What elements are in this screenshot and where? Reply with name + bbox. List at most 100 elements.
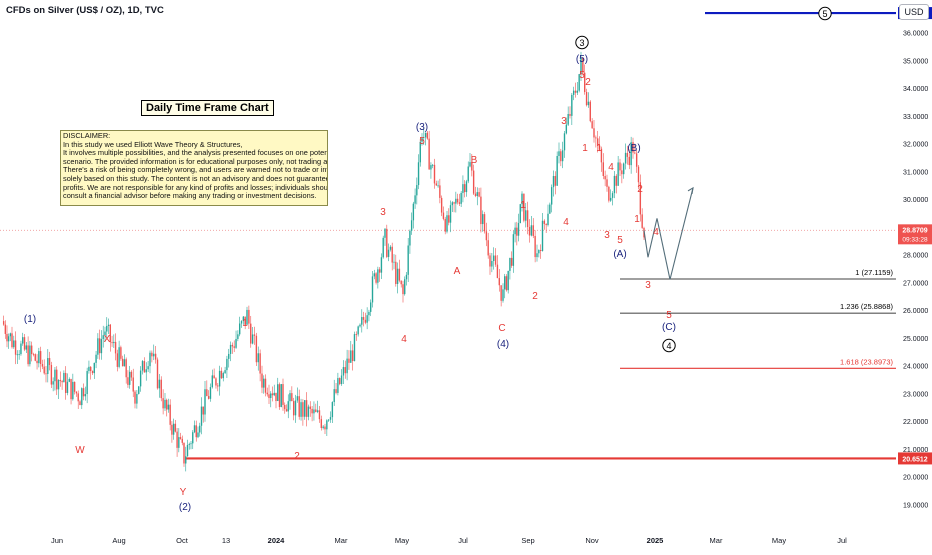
candle — [424, 132, 427, 146]
candle — [362, 311, 365, 327]
candle — [88, 360, 90, 374]
candle — [311, 406, 313, 422]
candle — [84, 386, 87, 401]
y-tick-label: 24.0000 — [903, 364, 928, 371]
candle — [545, 223, 547, 234]
candle — [141, 360, 144, 375]
wave-label: (2) — [179, 502, 191, 513]
candle — [507, 270, 509, 294]
candle — [204, 380, 206, 422]
candle — [275, 392, 277, 409]
candle — [419, 139, 421, 167]
candle — [600, 146, 603, 172]
candle — [202, 406, 204, 423]
candle — [32, 352, 35, 357]
candle — [635, 149, 638, 173]
candle — [554, 171, 557, 195]
candle — [444, 216, 446, 235]
candle — [611, 191, 614, 206]
candle — [451, 201, 454, 213]
candle — [29, 340, 31, 367]
wave-label: (1) — [24, 314, 36, 325]
candle — [162, 389, 164, 415]
wave-label-circled: 5 — [818, 6, 832, 21]
x-tick-label: Jun — [51, 536, 63, 545]
candle — [370, 299, 372, 317]
candle — [36, 354, 38, 370]
candle — [482, 210, 484, 232]
candle — [560, 148, 562, 167]
candle — [329, 411, 332, 423]
candle — [39, 346, 42, 373]
candle — [164, 393, 166, 412]
wave-label: (4) — [497, 339, 509, 350]
candle — [209, 383, 212, 402]
chart-title: CFDs on Silver (US$ / OZ), 1D, TVC — [6, 5, 164, 16]
candle — [118, 340, 120, 369]
candle — [351, 344, 354, 371]
candle — [244, 316, 246, 330]
candle — [154, 345, 157, 364]
x-tick-label: Jul — [837, 536, 847, 545]
candle — [615, 174, 617, 194]
candle — [391, 242, 393, 271]
candle — [331, 401, 334, 423]
candle — [145, 362, 147, 381]
candle — [355, 331, 358, 341]
x-tick-label: Oct — [176, 536, 189, 545]
candle — [368, 309, 370, 322]
candle — [130, 370, 133, 381]
candle — [348, 350, 350, 370]
candle — [634, 143, 636, 155]
candle — [81, 387, 83, 410]
candle — [402, 280, 404, 303]
candle — [494, 248, 497, 267]
candle — [97, 333, 99, 359]
wave-label: 1 — [596, 143, 602, 154]
candle — [153, 344, 155, 361]
wave-label: 2 — [532, 291, 538, 302]
candle — [421, 133, 423, 146]
wave-label-text: 4 — [666, 341, 671, 351]
candle — [326, 419, 328, 436]
level-label: 1.618 (23.8973) — [840, 357, 893, 366]
candle — [439, 178, 441, 204]
candle — [610, 189, 612, 202]
candle — [386, 224, 388, 259]
candle — [23, 333, 26, 352]
candle — [217, 382, 219, 392]
x-tick-label: 13 — [222, 536, 230, 545]
candle — [384, 228, 386, 246]
wave-labels-layer: (1)XWY(2)1234(3)5ABC(4)12345123(5)(B)(A)… — [24, 6, 832, 513]
candle — [623, 162, 625, 179]
candle — [453, 201, 455, 213]
candle — [346, 349, 348, 381]
candle — [255, 332, 258, 366]
candle — [624, 143, 627, 170]
candle — [471, 154, 473, 177]
candle — [248, 305, 250, 329]
candle — [125, 357, 127, 384]
candle — [585, 88, 588, 107]
currency-selector[interactable]: USD — [899, 4, 929, 20]
candle — [188, 442, 190, 450]
candle — [215, 377, 217, 389]
candle — [73, 381, 76, 395]
wave-label: 4 — [653, 227, 659, 238]
candle — [20, 340, 22, 356]
candle — [237, 330, 239, 342]
candle — [43, 359, 45, 375]
candle — [335, 382, 337, 395]
candle — [432, 163, 434, 169]
candle — [199, 422, 201, 437]
candle — [284, 402, 286, 414]
candle — [27, 336, 29, 367]
candle — [584, 64, 586, 95]
candle — [4, 320, 7, 339]
candle — [626, 145, 629, 165]
candle — [167, 398, 170, 413]
candle — [375, 272, 377, 285]
candle — [18, 350, 20, 360]
candle — [186, 439, 189, 457]
